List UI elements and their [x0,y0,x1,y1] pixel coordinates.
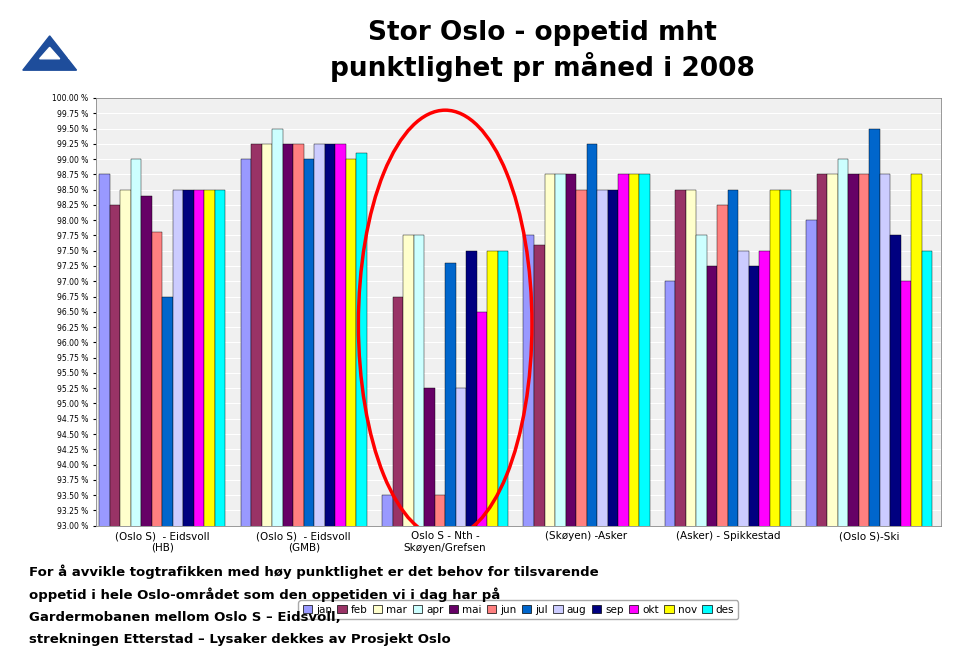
Bar [576,189,587,653]
Text: Gardermobanen mellom Oslo S – Eidsvoll,: Gardermobanen mellom Oslo S – Eidsvoll, [29,611,341,624]
Bar [911,174,922,653]
Bar [738,251,749,653]
Bar [759,251,770,653]
Bar [382,495,393,653]
Bar [445,263,456,653]
Bar [838,159,849,653]
Bar [879,174,890,653]
Bar [565,174,576,653]
Legend: jan, feb, mar, apr, mai, jun, jul, aug, sep, okt, nov, des: jan, feb, mar, apr, mai, jun, jul, aug, … [299,601,738,619]
Polygon shape [23,36,77,71]
Bar [597,189,608,653]
Bar [346,159,356,653]
Bar [587,144,597,653]
Bar [262,144,273,653]
Bar [780,189,791,653]
Bar [890,236,900,653]
Bar [324,144,335,653]
Bar [403,236,414,653]
Bar [685,189,696,653]
Bar [162,296,173,653]
Bar [770,189,780,653]
Bar [900,281,911,653]
Bar [356,153,367,653]
Bar [141,196,152,653]
Bar [608,189,618,653]
Text: strekningen Etterstad – Lysaker dekkes av Prosjekt Oslo: strekningen Etterstad – Lysaker dekkes a… [29,633,450,646]
Bar [665,281,675,653]
Bar [728,189,738,653]
Bar [335,144,346,653]
Bar [456,388,467,653]
Bar [523,236,534,653]
Bar [497,251,508,653]
Bar [204,189,215,653]
Circle shape [0,28,104,80]
Bar [194,189,204,653]
Text: oppetid i hele Oslo-området som den oppetiden vi i dag har på: oppetid i hele Oslo-området som den oppe… [29,588,500,602]
Text: punktlighet pr måned i 2008: punktlighet pr måned i 2008 [330,52,755,82]
Bar [817,174,828,653]
Bar [273,129,283,653]
Bar [173,189,183,653]
Bar [477,311,488,653]
Bar [555,174,565,653]
Bar [467,251,477,653]
Bar [294,144,303,653]
Bar [424,388,435,653]
Bar [696,236,707,653]
Bar [303,159,314,653]
Bar [869,129,879,653]
Bar [252,144,262,653]
Bar [675,189,685,653]
Bar [806,220,817,653]
Bar [749,266,759,653]
Bar [283,144,294,653]
Bar [241,159,252,653]
Bar [534,245,544,653]
Bar [849,174,859,653]
Bar [717,205,728,653]
Bar [215,189,226,653]
Bar [414,236,424,653]
Bar [639,174,650,653]
Bar [618,174,629,653]
Bar [544,174,555,653]
Bar [629,174,639,653]
Bar [828,174,838,653]
Bar [152,232,162,653]
Bar [707,266,717,653]
Bar [488,251,497,653]
Bar [393,296,403,653]
Polygon shape [39,48,60,59]
Bar [120,189,131,653]
Bar [435,495,445,653]
Text: For å avvikle togtrafikken med høy punktlighet er det behov for tilsvarende: For å avvikle togtrafikken med høy punkt… [29,565,598,579]
Bar [131,159,141,653]
Text: Jernbaneverket: Jernbaneverket [69,49,165,59]
Bar [100,174,109,653]
Bar [183,189,194,653]
Bar [109,205,120,653]
Text: Stor Oslo - oppetid mht: Stor Oslo - oppetid mht [368,20,717,46]
Bar [314,144,324,653]
Bar [859,174,869,653]
Bar [922,251,932,653]
